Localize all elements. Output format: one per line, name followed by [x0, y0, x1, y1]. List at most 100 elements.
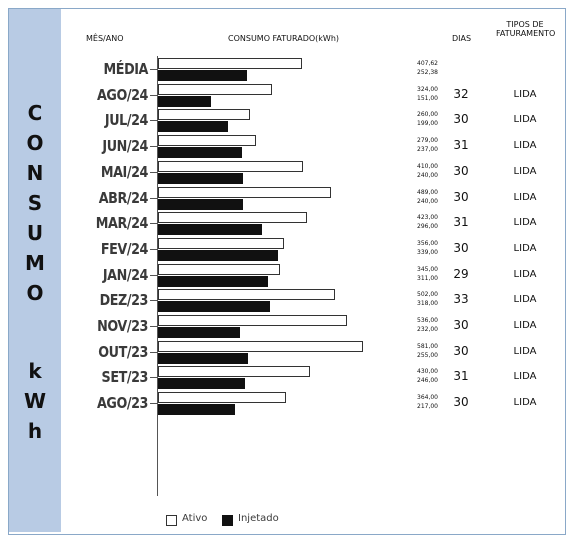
- bar-ativo: [158, 160, 303, 172]
- row-tick: [150, 377, 157, 379]
- bar-ativo: [158, 58, 302, 69]
- value-label-injetado: 240,00: [417, 171, 438, 179]
- month-label: OUT/23: [98, 342, 148, 361]
- legend-swatch-injetado: [222, 515, 233, 526]
- billing-type-value: LIDA: [513, 320, 537, 331]
- days-value: 32: [453, 86, 469, 101]
- days-value: 31: [453, 215, 469, 230]
- bar-injetado: [158, 275, 268, 287]
- value-label-injetado: 339,00: [417, 248, 438, 256]
- header-billing-type: TIPOS DE FATURAMENTO: [496, 20, 555, 38]
- billing-type-value: LIDA: [513, 140, 537, 152]
- row-tick: [150, 403, 157, 405]
- days-value: 30: [453, 189, 469, 204]
- value-label-injetado: 237,00: [417, 146, 438, 154]
- value-label-ativo: 423,00: [417, 214, 438, 222]
- month-label: ABR/24: [98, 188, 149, 207]
- bar-injetado: [158, 70, 247, 81]
- sidebar-letter: U: [26, 221, 44, 245]
- bar-injetado: [158, 198, 243, 210]
- month-label: JAN/24: [102, 265, 149, 284]
- month-label: MAR/24: [95, 214, 149, 233]
- sidebar-letter: C: [27, 101, 43, 125]
- billing-type-value: LIDA: [513, 371, 537, 383]
- days-value: 30: [453, 240, 469, 255]
- value-label-ativo: 324,00: [417, 85, 438, 93]
- legend-label-ativo: Ativo: [182, 513, 208, 524]
- value-label-ativo: 356,00: [417, 239, 438, 247]
- sidebar-letter: W: [23, 389, 47, 413]
- days-value: 30: [453, 318, 469, 332]
- sidebar-letter: k: [28, 359, 42, 383]
- row-tick: [150, 223, 157, 225]
- legend-label-injetado: Injetado: [238, 513, 279, 524]
- billing-type-value: LIDA: [513, 114, 537, 126]
- sidebar-letter: O: [26, 281, 44, 305]
- month-label: AGO/24: [96, 85, 148, 104]
- sidebar-letter: N: [26, 161, 44, 185]
- days-value: 30: [453, 112, 469, 127]
- days-value: 31: [453, 369, 469, 384]
- row-tick: [150, 274, 157, 276]
- bar-ativo: [158, 212, 307, 224]
- bar-ativo: [158, 315, 347, 326]
- billing-type-value: LIDA: [513, 397, 537, 409]
- value-label-ativo: 502,00: [417, 291, 438, 299]
- value-label-ativo: 410,00: [417, 162, 438, 170]
- value-label-injetado: 296,00: [417, 223, 438, 231]
- billing-type-value: LIDA: [513, 345, 537, 357]
- row-tick: [150, 248, 157, 250]
- days-value: 33: [453, 292, 469, 307]
- value-label-ativo: 364,00: [417, 394, 438, 402]
- bar-ativo: [158, 109, 250, 121]
- row-tick: [150, 146, 157, 148]
- bar-injetado: [158, 224, 262, 236]
- header-consumption: CONSUMO FATURADO(kWh): [228, 34, 340, 43]
- value-label-injetado: 252,38: [417, 69, 438, 76]
- days-value: 31: [453, 138, 469, 153]
- billing-type-value: LIDA: [513, 165, 537, 177]
- sidebar-letter: M: [25, 251, 45, 275]
- month-label: MAI/24: [100, 162, 149, 181]
- bar-ativo: [158, 263, 280, 275]
- bar-injetado: [158, 301, 270, 313]
- row-tick: [150, 120, 157, 122]
- bar-ativo: [158, 135, 256, 147]
- row-tick: [150, 197, 157, 199]
- row-tick: [150, 351, 157, 353]
- value-label-ativo: 260,00: [417, 111, 438, 119]
- value-label-ativo: 489,00: [417, 188, 438, 196]
- days-value: 29: [453, 266, 469, 281]
- bar-injetado: [158, 327, 240, 338]
- month-label: FEV/24: [100, 239, 149, 258]
- value-label-injetado: 217,00: [417, 403, 438, 411]
- consumption-history-panel: [8, 8, 566, 535]
- chart-axis: [157, 56, 158, 496]
- row-tick: [150, 69, 157, 70]
- row-tick: [150, 171, 157, 173]
- header-month: MÊS/ANO: [86, 34, 124, 43]
- month-label: JUN/24: [102, 137, 148, 156]
- row-tick: [150, 326, 157, 327]
- value-label-injetado: 232,00: [417, 326, 438, 333]
- billing-type-value: LIDA: [513, 242, 537, 254]
- value-label-injetado: 246,00: [417, 377, 438, 385]
- bar-injetado: [158, 378, 245, 390]
- bar-ativo: [158, 186, 331, 198]
- days-value: 30: [453, 395, 469, 410]
- days-value: 30: [453, 343, 469, 358]
- value-label-injetado: 311,00: [417, 274, 438, 282]
- value-label-ativo: 536,00: [417, 317, 438, 324]
- billing-type-value: LIDA: [513, 217, 537, 229]
- value-label-ativo: 407,62: [417, 60, 438, 67]
- bar-ativo: [158, 83, 272, 95]
- days-value: 30: [453, 163, 469, 178]
- legend-swatch-ativo: [166, 515, 177, 526]
- row-tick: [150, 94, 157, 96]
- sidebar-letter: O: [26, 131, 44, 155]
- header-days: DIAS: [452, 34, 472, 43]
- bar-ativo: [158, 366, 310, 378]
- sidebar-letter: S: [27, 191, 43, 215]
- month-label: MÉDIA: [103, 60, 149, 78]
